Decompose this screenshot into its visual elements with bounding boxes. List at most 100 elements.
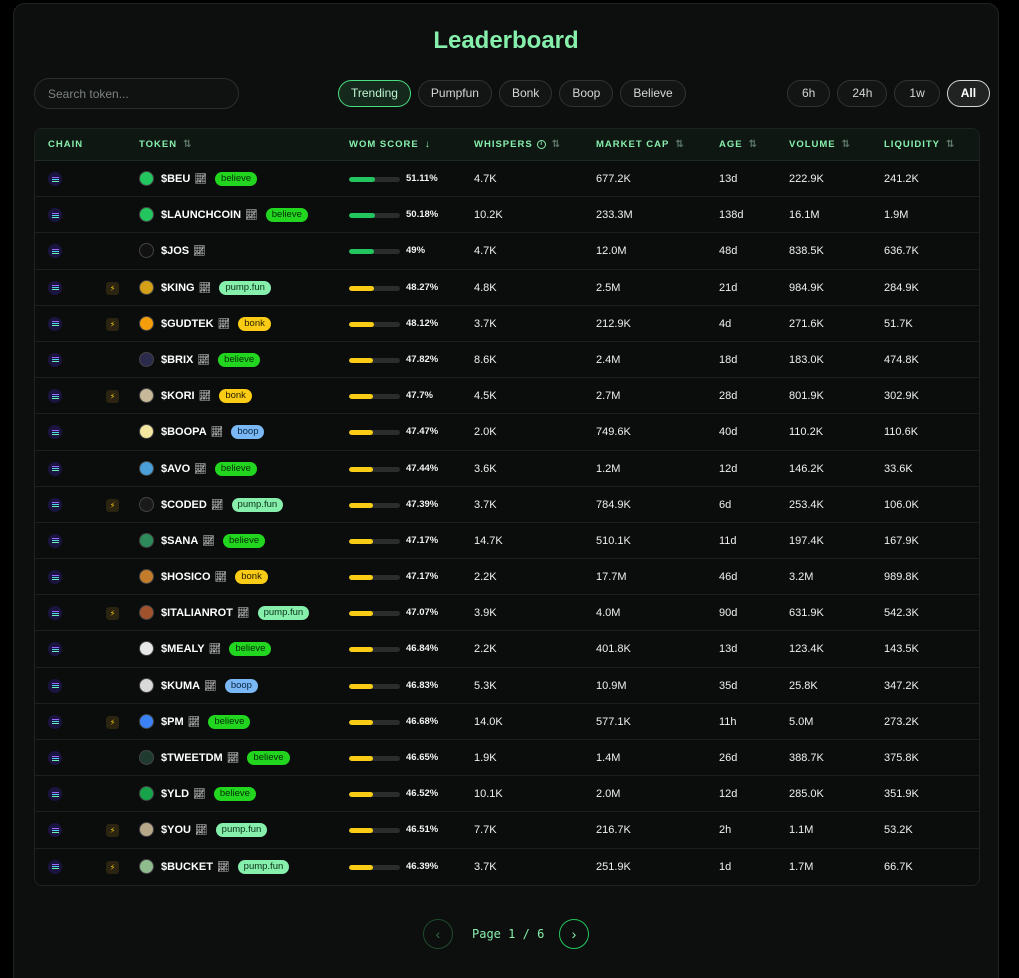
- token-name[interactable]: $ITALIANROT: [161, 607, 233, 620]
- chart-icon[interactable]: 📈︎: [210, 427, 224, 439]
- filter-trending[interactable]: Trending: [338, 80, 411, 107]
- chart-icon[interactable]: 📈︎: [214, 572, 228, 584]
- token-name[interactable]: $TWEETDM: [161, 752, 223, 764]
- timeframe-all[interactable]: All: [946, 80, 991, 107]
- chart-icon[interactable]: 📈︎: [193, 789, 206, 801]
- token-name[interactable]: $HOSICO: [161, 571, 211, 584]
- timeframe-24h[interactable]: 24h: [837, 80, 888, 107]
- token-cell[interactable]: $BRIX 📈︎ believe: [161, 342, 261, 379]
- token-name[interactable]: $YLD: [161, 788, 190, 801]
- filter-bonk[interactable]: Bonk: [498, 80, 553, 107]
- column-market-cap[interactable]: MARKET CAP ⇅: [596, 129, 684, 161]
- token-name[interactable]: $GUDTEK: [161, 317, 214, 330]
- token-name[interactable]: $KORI: [161, 390, 195, 403]
- table-row[interactable]: ⚡ $ITALIANROT 📈︎ pump.fun 47.07% 3.9K 4.0M 90d 6…: [35, 595, 979, 632]
- sort-desc-icon[interactable]: ↓: [424, 139, 430, 150]
- table-row[interactable]: $LAUNCHCOIN 📈︎ believe 50.18% 10.2K 233.3M 138…: [35, 197, 979, 234]
- token-cell[interactable]: $BUCKET 📈︎ pump.fun: [161, 849, 290, 885]
- sort-icon[interactable]: ⇅: [551, 139, 561, 150]
- table-row[interactable]: ⚡ $YOU 📈︎ pump.fun 46.51% 7.7K 216.7K 2h 1.1M 53.…: [35, 812, 979, 849]
- chart-icon[interactable]: 📈︎: [198, 282, 212, 294]
- token-cell[interactable]: $CODED 📈︎ pump.fun: [161, 487, 284, 524]
- table-row[interactable]: $KUMA 📈︎ boop 46.83% 5.3K 10.9M 35d 25.8K 347.2K: [35, 667, 979, 704]
- table-row[interactable]: $SANA 📈︎ believe 47.17% 14.7K 510.1K 11d 197.4K…: [35, 522, 979, 560]
- chart-icon[interactable]: 📈︎: [217, 318, 231, 330]
- table-row[interactable]: $BOOPA 📈︎ boop 47.47% 2.0K 749.6K 40d 110.2K 110…: [35, 414, 979, 451]
- chart-icon[interactable]: 📈︎: [226, 753, 240, 764]
- token-cell[interactable]: $YOU 📈︎ pump.fun: [161, 812, 268, 849]
- table-row[interactable]: $JOS 📈︎ 49% 4.7K 12.0M 48d 838.5K 636.7K: [35, 233, 979, 270]
- token-cell[interactable]: $KING 📈︎ pump.fun: [161, 270, 271, 307]
- table-row[interactable]: ⚡ $KING 📈︎ pump.fun 48.27% 4.8K 2.5M 21d 984.9K 2…: [35, 269, 979, 307]
- table-row[interactable]: $BEU 📈︎ believe 51.11% 4.7K 677.2K 13d 222.9K 24…: [35, 161, 979, 198]
- table-row[interactable]: $TWEETDM 📈︎ believe 46.65% 1.9K 1.4M 26d 388.7K…: [35, 740, 979, 777]
- sort-icon[interactable]: ⇅: [183, 139, 192, 150]
- token-cell[interactable]: $PM 📈︎ believe: [161, 704, 251, 741]
- next-page-button[interactable]: ›: [559, 919, 589, 949]
- chart-icon[interactable]: 📈︎: [202, 535, 215, 547]
- chart-icon[interactable]: 📈︎: [198, 391, 212, 403]
- token-cell[interactable]: $AVO 📈︎ believe: [161, 451, 257, 488]
- column-wom-score[interactable]: WOM SCORE ↓: [349, 129, 430, 161]
- token-cell[interactable]: $HOSICO 📈︎ bonk: [161, 559, 268, 596]
- column-volume[interactable]: VOLUME ⇅: [789, 129, 850, 161]
- table-row[interactable]: ⚡ $BUCKET 📈︎ pump.fun 46.39% 3.7K 251.9K 1d 1.7M…: [35, 848, 979, 885]
- chart-icon[interactable]: 📈︎: [204, 680, 217, 692]
- token-name[interactable]: $SANA: [161, 534, 199, 547]
- filter-pumpfun[interactable]: Pumpfun: [417, 80, 492, 107]
- table-row[interactable]: $MEALY 📈︎ believe 46.84% 2.2K 401.8K 13d 123.4K…: [35, 631, 979, 668]
- sort-icon[interactable]: ⇅: [748, 139, 757, 150]
- token-name[interactable]: $LAUNCHCOIN: [161, 209, 242, 222]
- prev-page-button[interactable]: ‹: [423, 919, 453, 949]
- chart-icon[interactable]: 📈︎: [208, 644, 222, 656]
- sort-icon[interactable]: ⇅: [841, 139, 851, 150]
- token-name[interactable]: $MEALY: [161, 643, 205, 656]
- timeframe-1w[interactable]: 1w: [894, 80, 940, 107]
- token-cell[interactable]: $YLD 📈︎ believe: [161, 776, 256, 813]
- token-name[interactable]: $BUCKET: [161, 860, 213, 873]
- chart-icon[interactable]: 📈︎: [197, 354, 211, 366]
- table-row[interactable]: ⚡ $CODED 📈︎ pump.fun 47.39% 3.7K 784.9K 6d 253.4…: [35, 486, 979, 524]
- timeframe-6h[interactable]: 6h: [787, 80, 831, 107]
- chart-icon[interactable]: 📈︎: [194, 825, 208, 837]
- chart-icon[interactable]: 📈︎: [236, 608, 250, 620]
- chart-icon[interactable]: 📈︎: [194, 174, 208, 185]
- token-cell[interactable]: $SANA 📈︎ believe: [161, 523, 266, 560]
- token-cell[interactable]: $MEALY 📈︎ believe: [161, 631, 272, 668]
- table-row[interactable]: $HOSICO 📈︎ bonk 47.17% 2.2K 17.7M 46d 3.2M 989.8…: [35, 559, 979, 596]
- sort-icon[interactable]: ⇅: [675, 139, 684, 150]
- table-row[interactable]: $BRIX 📈︎ believe 47.82% 8.6K 2.4M 18d 183.0K 474…: [35, 341, 979, 379]
- token-name[interactable]: $KING: [161, 281, 195, 294]
- token-cell[interactable]: $LAUNCHCOIN 📈︎ believe: [161, 197, 308, 234]
- token-cell[interactable]: $TWEETDM 📈︎ believe: [161, 740, 290, 777]
- info-icon[interactable]: i: [536, 139, 546, 149]
- token-name[interactable]: $CODED: [161, 498, 207, 511]
- token-name[interactable]: $BRIX: [161, 353, 194, 366]
- table-row[interactable]: $YLD 📈︎ believe 46.52% 10.1K 2.0M 12d 285.0K 351…: [35, 776, 979, 813]
- column-liquidity[interactable]: LIQUIDITY ⇅: [884, 129, 954, 161]
- token-name[interactable]: $JOS: [161, 245, 190, 258]
- chart-icon[interactable]: 📈︎: [210, 499, 224, 511]
- chart-icon[interactable]: 📈︎: [187, 716, 201, 728]
- token-name[interactable]: $BOOPA: [161, 426, 207, 439]
- token-name[interactable]: $AVO: [161, 462, 191, 475]
- chart-icon[interactable]: 📈︎: [194, 463, 207, 475]
- filter-believe[interactable]: Believe: [620, 80, 686, 107]
- chart-icon[interactable]: 📈︎: [245, 210, 258, 222]
- table-row[interactable]: $AVO 📈︎ believe 47.44% 3.6K 1.2M 12d 146.2K 33.6…: [35, 450, 979, 488]
- token-cell[interactable]: $BEU 📈︎ believe: [161, 161, 258, 198]
- column-token[interactable]: TOKEN ⇅: [139, 129, 191, 161]
- token-cell[interactable]: $BOOPA 📈︎ boop: [161, 414, 265, 451]
- table-row[interactable]: ⚡ $PM 📈︎ believe 46.68% 14.0K 577.1K 11h 5.0M 273…: [35, 703, 979, 741]
- token-cell[interactable]: $JOS 📈︎: [161, 233, 206, 270]
- column-age[interactable]: AGE ⇅: [719, 129, 757, 161]
- table-row[interactable]: ⚡ $KORI 📈︎ bonk 47.7% 4.5K 2.7M 28d 801.9K 302.9K: [35, 378, 979, 415]
- token-name[interactable]: $BEU: [161, 173, 191, 185]
- token-name[interactable]: $KUMA: [161, 679, 201, 692]
- chart-icon[interactable]: 📈︎: [216, 861, 230, 873]
- token-name[interactable]: $PM: [161, 715, 184, 728]
- chart-icon[interactable]: 📈︎: [193, 246, 206, 258]
- sort-icon[interactable]: ⇅: [945, 139, 955, 150]
- search-input[interactable]: [34, 78, 239, 109]
- token-cell[interactable]: $GUDTEK 📈︎ bonk: [161, 306, 271, 343]
